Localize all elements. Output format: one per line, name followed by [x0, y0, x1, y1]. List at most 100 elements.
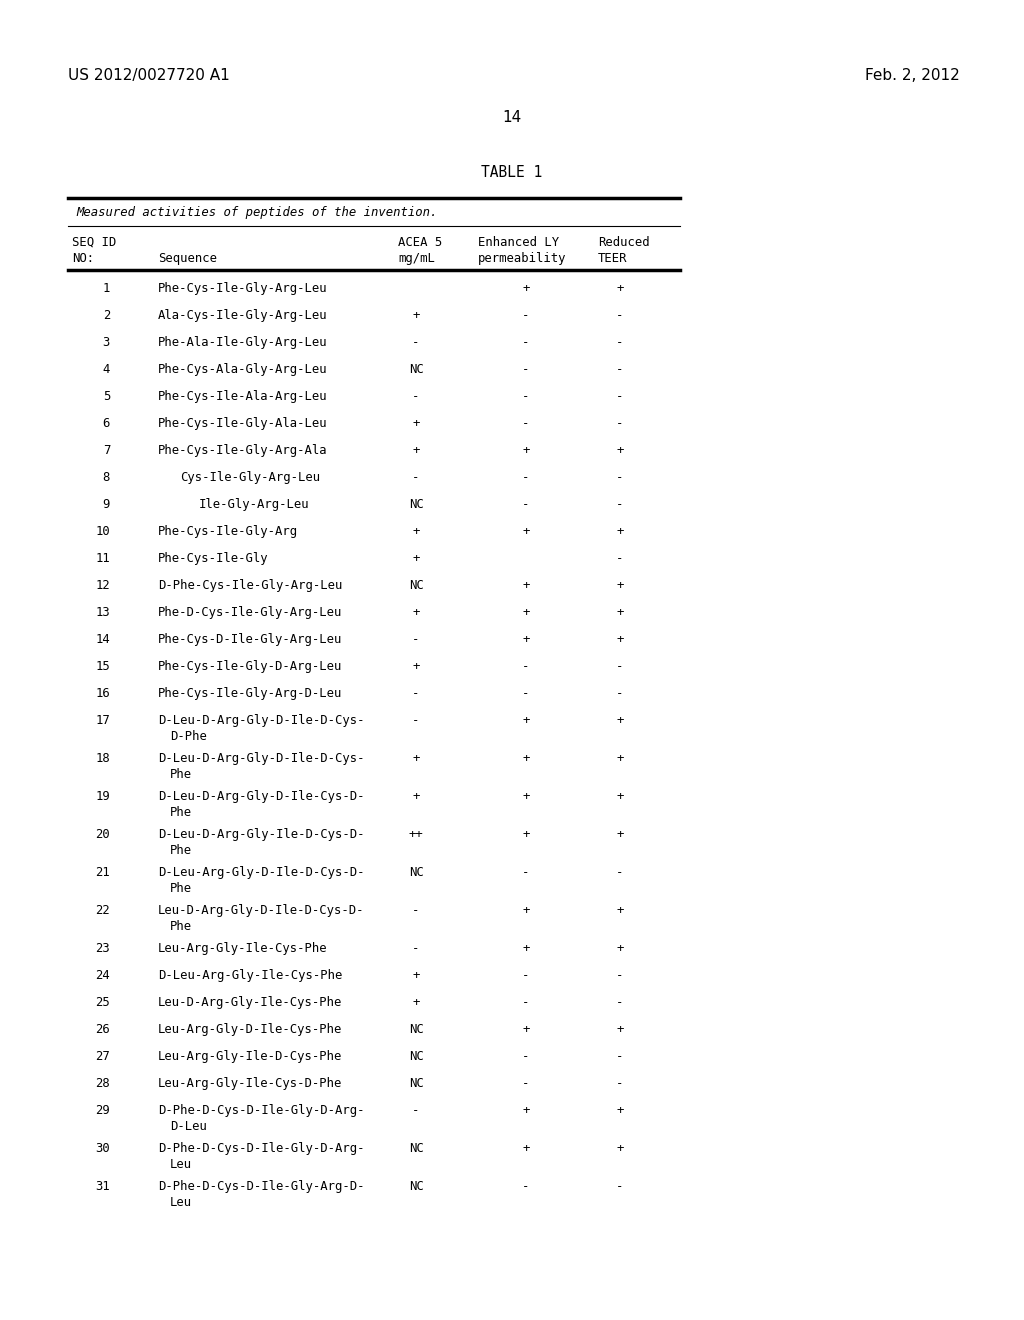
Text: NO:: NO: [72, 252, 94, 265]
Text: +: + [522, 1023, 529, 1036]
Text: 4: 4 [102, 363, 110, 376]
Text: +: + [616, 1023, 624, 1036]
Text: 8: 8 [102, 471, 110, 484]
Text: Phe-Cys-Ile-Gly-Arg-D-Leu: Phe-Cys-Ile-Gly-Arg-D-Leu [158, 686, 342, 700]
Text: -: - [616, 417, 624, 430]
Text: 17: 17 [95, 714, 110, 727]
Text: +: + [616, 904, 624, 917]
Text: -: - [616, 1049, 624, 1063]
Text: 9: 9 [102, 498, 110, 511]
Text: +: + [522, 828, 529, 841]
Text: 24: 24 [95, 969, 110, 982]
Text: NC: NC [409, 363, 423, 376]
Text: 28: 28 [95, 1077, 110, 1090]
Text: Leu-D-Arg-Gly-Ile-Cys-Phe: Leu-D-Arg-Gly-Ile-Cys-Phe [158, 997, 342, 1008]
Text: D-Leu-D-Arg-Gly-Ile-D-Cys-D-: D-Leu-D-Arg-Gly-Ile-D-Cys-D- [158, 828, 365, 841]
Text: Leu-Arg-Gly-Ile-Cys-D-Phe: Leu-Arg-Gly-Ile-Cys-D-Phe [158, 1077, 342, 1090]
Text: Reduced: Reduced [598, 236, 649, 249]
Text: -: - [522, 337, 529, 348]
Text: +: + [413, 309, 420, 322]
Text: +: + [616, 525, 624, 539]
Text: -: - [413, 1104, 420, 1117]
Text: D-Leu-D-Arg-Gly-D-Ile-Cys-D-: D-Leu-D-Arg-Gly-D-Ile-Cys-D- [158, 789, 365, 803]
Text: 12: 12 [95, 579, 110, 591]
Text: -: - [522, 417, 529, 430]
Text: -: - [522, 660, 529, 673]
Text: Phe: Phe [170, 768, 193, 781]
Text: NC: NC [409, 579, 423, 591]
Text: -: - [522, 389, 529, 403]
Text: Phe-Cys-Ile-Gly-Ala-Leu: Phe-Cys-Ile-Gly-Ala-Leu [158, 417, 328, 430]
Text: Phe-Ala-Ile-Gly-Arg-Leu: Phe-Ala-Ile-Gly-Arg-Leu [158, 337, 328, 348]
Text: NC: NC [409, 1077, 423, 1090]
Text: +: + [413, 969, 420, 982]
Text: +: + [522, 789, 529, 803]
Text: permeability: permeability [478, 252, 566, 265]
Text: +: + [522, 714, 529, 727]
Text: -: - [413, 686, 420, 700]
Text: -: - [413, 942, 420, 954]
Text: Leu-Arg-Gly-D-Ile-Cys-Phe: Leu-Arg-Gly-D-Ile-Cys-Phe [158, 1023, 342, 1036]
Text: Phe-Cys-Ile-Gly-Arg-Leu: Phe-Cys-Ile-Gly-Arg-Leu [158, 282, 328, 294]
Text: Leu: Leu [170, 1196, 193, 1209]
Text: 19: 19 [95, 789, 110, 803]
Text: 10: 10 [95, 525, 110, 539]
Text: Leu: Leu [170, 1158, 193, 1171]
Text: -: - [616, 337, 624, 348]
Text: +: + [616, 282, 624, 294]
Text: NC: NC [409, 866, 423, 879]
Text: +: + [616, 579, 624, 591]
Text: -: - [522, 969, 529, 982]
Text: 31: 31 [95, 1180, 110, 1193]
Text: D-Leu: D-Leu [170, 1119, 207, 1133]
Text: +: + [522, 282, 529, 294]
Text: -: - [616, 997, 624, 1008]
Text: D-Leu-Arg-Gly-D-Ile-D-Cys-D-: D-Leu-Arg-Gly-D-Ile-D-Cys-D- [158, 866, 365, 879]
Text: Phe-Cys-D-Ile-Gly-Arg-Leu: Phe-Cys-D-Ile-Gly-Arg-Leu [158, 634, 342, 645]
Text: +: + [522, 904, 529, 917]
Text: 13: 13 [95, 606, 110, 619]
Text: Ile-Gly-Arg-Leu: Ile-Gly-Arg-Leu [199, 498, 309, 511]
Text: -: - [413, 337, 420, 348]
Text: NC: NC [409, 1023, 423, 1036]
Text: +: + [413, 444, 420, 457]
Text: +: + [413, 525, 420, 539]
Text: -: - [413, 471, 420, 484]
Text: D-Phe-D-Cys-D-Ile-Gly-D-Arg-: D-Phe-D-Cys-D-Ile-Gly-D-Arg- [158, 1104, 365, 1117]
Text: Leu-D-Arg-Gly-D-Ile-D-Cys-D-: Leu-D-Arg-Gly-D-Ile-D-Cys-D- [158, 904, 365, 917]
Text: D-Leu-Arg-Gly-Ile-Cys-Phe: D-Leu-Arg-Gly-Ile-Cys-Phe [158, 969, 342, 982]
Text: 16: 16 [95, 686, 110, 700]
Text: -: - [616, 660, 624, 673]
Text: 14: 14 [95, 634, 110, 645]
Text: NC: NC [409, 1142, 423, 1155]
Text: 23: 23 [95, 942, 110, 954]
Text: 18: 18 [95, 752, 110, 766]
Text: Phe-Cys-Ile-Gly-Arg: Phe-Cys-Ile-Gly-Arg [158, 525, 298, 539]
Text: -: - [413, 904, 420, 917]
Text: +: + [413, 997, 420, 1008]
Text: 5: 5 [102, 389, 110, 403]
Text: -: - [522, 1180, 529, 1193]
Text: D-Phe-Cys-Ile-Gly-Arg-Leu: D-Phe-Cys-Ile-Gly-Arg-Leu [158, 579, 342, 591]
Text: D-Phe-D-Cys-D-Ile-Gly-Arg-D-: D-Phe-D-Cys-D-Ile-Gly-Arg-D- [158, 1180, 365, 1193]
Text: 20: 20 [95, 828, 110, 841]
Text: NC: NC [409, 498, 423, 511]
Text: -: - [413, 714, 420, 727]
Text: D-Leu-D-Arg-Gly-D-Ile-D-Cys-: D-Leu-D-Arg-Gly-D-Ile-D-Cys- [158, 714, 365, 727]
Text: 3: 3 [102, 337, 110, 348]
Text: mg/mL: mg/mL [398, 252, 435, 265]
Text: Phe-Cys-Ile-Gly-D-Arg-Leu: Phe-Cys-Ile-Gly-D-Arg-Leu [158, 660, 342, 673]
Text: 27: 27 [95, 1049, 110, 1063]
Text: 15: 15 [95, 660, 110, 673]
Text: ACEA 5: ACEA 5 [398, 236, 442, 249]
Text: +: + [616, 828, 624, 841]
Text: +: + [522, 752, 529, 766]
Text: 26: 26 [95, 1023, 110, 1036]
Text: D-Phe-D-Cys-D-Ile-Gly-D-Arg-: D-Phe-D-Cys-D-Ile-Gly-D-Arg- [158, 1142, 365, 1155]
Text: -: - [616, 309, 624, 322]
Text: -: - [522, 997, 529, 1008]
Text: Sequence: Sequence [158, 252, 217, 265]
Text: 25: 25 [95, 997, 110, 1008]
Text: Phe-D-Cys-Ile-Gly-Arg-Leu: Phe-D-Cys-Ile-Gly-Arg-Leu [158, 606, 342, 619]
Text: -: - [413, 389, 420, 403]
